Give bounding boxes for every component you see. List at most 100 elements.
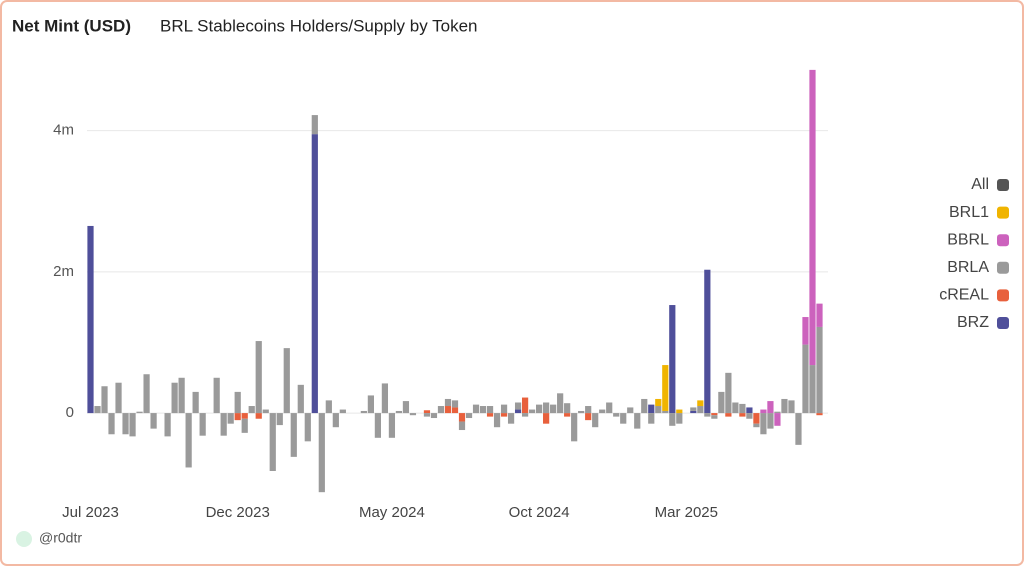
bar bbox=[760, 413, 767, 435]
bar bbox=[283, 348, 290, 414]
bar bbox=[234, 413, 241, 421]
bar bbox=[746, 413, 753, 419]
bar bbox=[94, 406, 101, 414]
legend-label: BBRL bbox=[947, 231, 989, 248]
bar bbox=[136, 411, 143, 414]
bar bbox=[613, 413, 620, 417]
bar bbox=[592, 413, 599, 428]
bar bbox=[816, 303, 823, 327]
bar bbox=[739, 403, 746, 414]
legend-label: BRZ bbox=[957, 314, 989, 331]
bar bbox=[444, 406, 452, 414]
legend-swatch bbox=[997, 206, 1009, 219]
bar bbox=[550, 404, 557, 414]
bar bbox=[697, 400, 704, 407]
bar bbox=[514, 402, 522, 410]
bar bbox=[360, 410, 367, 414]
bar bbox=[788, 400, 795, 414]
bar bbox=[795, 413, 802, 445]
bar bbox=[227, 413, 234, 424]
bar bbox=[290, 413, 297, 457]
bar bbox=[648, 404, 655, 414]
bar bbox=[697, 406, 704, 414]
bar bbox=[521, 413, 529, 417]
bar bbox=[648, 413, 655, 424]
y-tick-label: 2m bbox=[53, 263, 74, 280]
legend-swatch bbox=[997, 289, 1009, 302]
bar bbox=[725, 413, 732, 417]
bar bbox=[262, 409, 269, 414]
bar bbox=[451, 400, 459, 408]
bar bbox=[381, 383, 389, 414]
bar bbox=[115, 382, 122, 414]
bar bbox=[690, 407, 697, 411]
bar bbox=[423, 410, 431, 414]
bar bbox=[311, 134, 318, 414]
bar bbox=[802, 317, 809, 345]
bar bbox=[760, 409, 767, 414]
bar bbox=[129, 413, 136, 437]
bar bbox=[753, 423, 760, 428]
bar bbox=[669, 305, 676, 414]
bar bbox=[444, 398, 452, 407]
bar bbox=[493, 413, 501, 428]
footer: @r0dtr bbox=[39, 530, 82, 546]
bar bbox=[465, 413, 473, 419]
bar bbox=[767, 401, 774, 414]
bar bbox=[241, 418, 248, 433]
bar bbox=[276, 413, 283, 426]
bar bbox=[297, 384, 304, 414]
bar bbox=[234, 391, 241, 414]
bar bbox=[241, 413, 248, 419]
bar bbox=[192, 391, 199, 414]
bar bbox=[536, 404, 543, 414]
bar bbox=[521, 397, 529, 414]
bar bbox=[564, 403, 571, 414]
bar bbox=[816, 326, 823, 414]
bar bbox=[500, 404, 508, 414]
bar bbox=[451, 407, 459, 414]
legend-swatch bbox=[997, 317, 1009, 329]
bar bbox=[374, 413, 381, 438]
bar bbox=[571, 413, 578, 442]
bar bbox=[122, 413, 129, 435]
bar bbox=[816, 413, 823, 416]
bar bbox=[164, 413, 171, 437]
bar bbox=[711, 415, 718, 419]
bar bbox=[543, 413, 550, 424]
legend-label: cREAL bbox=[939, 287, 989, 304]
bar bbox=[318, 413, 325, 493]
bar bbox=[676, 409, 683, 414]
bar bbox=[704, 269, 711, 414]
bar bbox=[557, 393, 564, 414]
bar bbox=[746, 407, 753, 414]
bar bbox=[662, 365, 669, 411]
bar bbox=[388, 413, 396, 438]
x-tick-label: May 2024 bbox=[359, 504, 425, 521]
bar bbox=[802, 344, 809, 414]
legend-label: BRLA bbox=[947, 259, 989, 276]
bar bbox=[472, 404, 480, 414]
bar bbox=[507, 413, 515, 424]
bar bbox=[395, 410, 403, 414]
legend-swatch bbox=[997, 179, 1009, 191]
bar bbox=[269, 413, 276, 471]
bar bbox=[704, 413, 711, 417]
bar bbox=[655, 398, 662, 407]
legend-label: All bbox=[971, 176, 989, 193]
bar bbox=[774, 413, 781, 426]
x-tick-label: Jul 2023 bbox=[62, 504, 119, 521]
bar bbox=[774, 411, 781, 414]
bar bbox=[178, 377, 185, 414]
bar bbox=[620, 413, 627, 424]
bar bbox=[437, 406, 445, 414]
bar bbox=[409, 413, 417, 416]
bar bbox=[655, 406, 662, 414]
bar bbox=[725, 372, 732, 414]
bar bbox=[255, 413, 262, 419]
bar bbox=[585, 413, 592, 421]
bar bbox=[150, 413, 157, 429]
bar bbox=[662, 410, 669, 414]
bar bbox=[781, 398, 788, 414]
bar bbox=[606, 402, 613, 414]
